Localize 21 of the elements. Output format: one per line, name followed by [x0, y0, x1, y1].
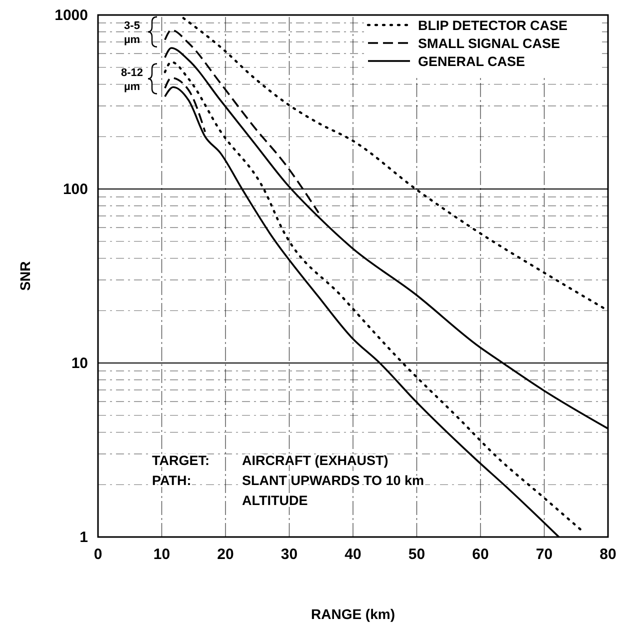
x-axis-title: RANGE (km): [310, 606, 396, 622]
annotation: 3-5 µm: [124, 20, 140, 46]
y-tick-label: 1: [80, 529, 88, 546]
y-axis-title: SNR: [17, 261, 33, 291]
x-tick-label: 50: [408, 546, 426, 563]
y-tick-label: 10: [71, 355, 88, 372]
legend-label: SMALL SIGNAL CASE: [418, 36, 560, 51]
legend-label: BLIP DETECTOR CASE: [418, 18, 568, 33]
x-tick-label: 70: [536, 546, 553, 563]
x-tick-label: 10: [153, 546, 170, 563]
y-tick-label: 100: [62, 181, 88, 198]
legend-label: GENERAL CASE: [418, 54, 526, 69]
y-tick-label: 1000: [54, 7, 88, 24]
x-tick-label: 30: [280, 546, 298, 563]
x-tick-label: 40: [344, 546, 362, 563]
text: PATH: SLANT UPWARDS TO 10 km ALTITUDE: [152, 472, 424, 508]
x-tick-label: 80: [600, 546, 616, 563]
annotation: 8-12 µm: [120, 66, 144, 93]
x-tick-label: 0: [94, 546, 102, 563]
x-tick-label: 60: [472, 546, 489, 563]
x-tick-label: 20: [217, 546, 234, 563]
